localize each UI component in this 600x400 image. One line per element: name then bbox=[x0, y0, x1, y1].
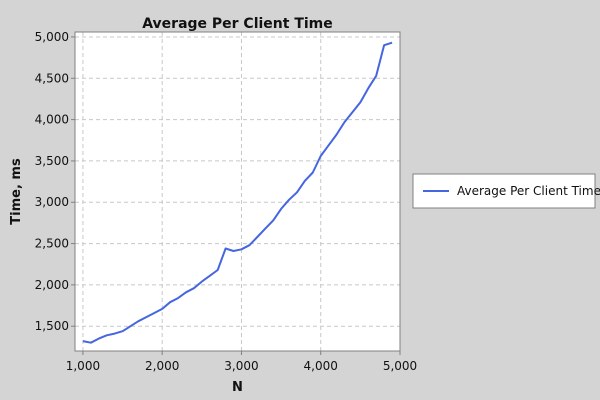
x-tick-label: 4,000 bbox=[304, 359, 338, 373]
y-tick-label: 4,500 bbox=[35, 71, 69, 85]
series-line-0 bbox=[82, 41, 393, 344]
x-tick-label: 2,000 bbox=[145, 359, 179, 373]
x-axis-title: N bbox=[232, 380, 243, 395]
chart-title: Average Per Client Time bbox=[142, 16, 333, 32]
y-tick-label: 2,500 bbox=[35, 237, 69, 251]
x-tick-label: 1,000 bbox=[66, 359, 100, 373]
plot-background bbox=[75, 32, 400, 351]
ticks-layer: 1,500 2,000 2,500 3,000 3,500 4,000 4,500 5,000… bbox=[35, 30, 418, 373]
y-tick-label: 2,000 bbox=[35, 278, 69, 292]
plot-frame bbox=[74, 31, 401, 352]
y-tick-label: 3,000 bbox=[35, 195, 69, 209]
legend-label: Average Per Client Time bbox=[457, 184, 600, 198]
grid-layer bbox=[75, 32, 401, 351]
legend: Average Per Client Time bbox=[412, 173, 600, 209]
y-tick-label: 4,000 bbox=[35, 113, 69, 127]
y-tick-label: 1,500 bbox=[35, 319, 69, 333]
x-tick-label: 3,000 bbox=[224, 359, 258, 373]
y-tick-label: 5,000 bbox=[35, 30, 69, 44]
y-tick-label: 3,500 bbox=[35, 154, 69, 168]
x-tick-label: 5,000 bbox=[383, 359, 417, 373]
y-axis-title: Time, ms bbox=[9, 158, 24, 225]
series-layer bbox=[82, 41, 393, 344]
